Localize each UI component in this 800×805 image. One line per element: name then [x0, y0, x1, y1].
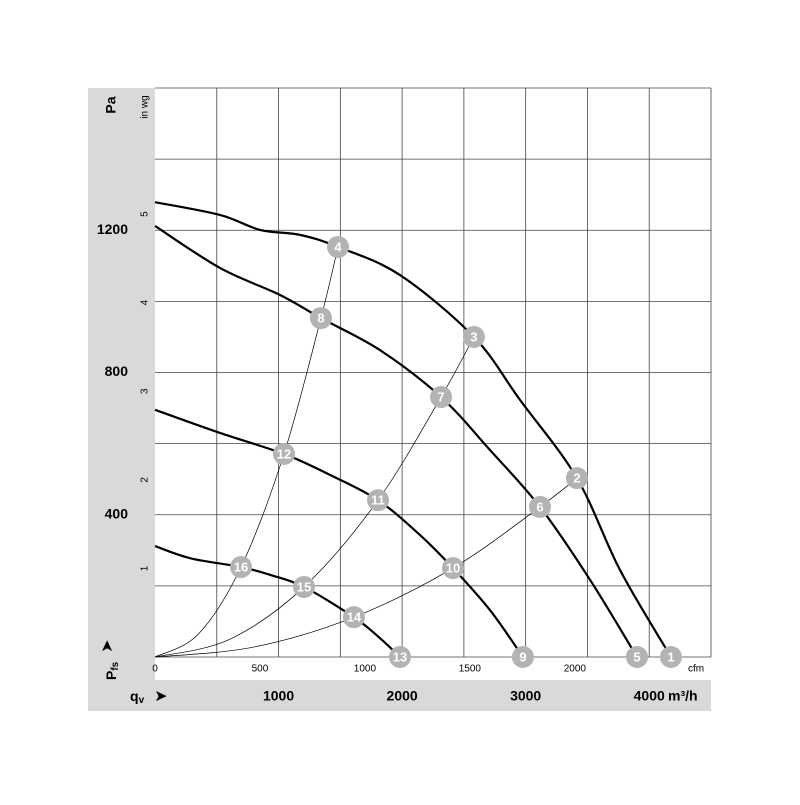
x2-unit: cfm [688, 664, 704, 675]
curve [154, 545, 401, 658]
operating-point [326, 235, 349, 258]
operating-point [272, 442, 295, 465]
point-label: 12 [277, 446, 291, 461]
y2-tick-label: 2 [140, 477, 151, 483]
y2-tick-label: 5 [140, 211, 151, 217]
y2-tick-label: 1 [140, 565, 151, 571]
x-symbol: qv [130, 688, 145, 706]
point-label: 7 [437, 389, 444, 404]
x-tick-label: 4000 [634, 688, 665, 704]
point-label: 14 [347, 610, 362, 625]
operating-point [565, 467, 588, 490]
point-label: 3 [470, 329, 477, 344]
x2-tick-label: 1000 [354, 664, 377, 675]
operating-point [293, 575, 316, 598]
operating-point [659, 646, 682, 668]
y2-tick-label: 3 [140, 388, 151, 394]
operating-point [229, 556, 252, 579]
point-label: 11 [371, 493, 385, 508]
x-tick-label: 1000 [263, 688, 294, 704]
x2-tick-label: 0 [152, 664, 158, 675]
curve [154, 201, 672, 658]
y-unit: Pa [103, 96, 119, 113]
point-label: 6 [536, 499, 543, 514]
x2-tick-label: 500 [252, 664, 269, 675]
x-tick-label: 2000 [387, 688, 418, 704]
y2-unit: in wg [140, 95, 151, 118]
y-tick-label: 800 [105, 363, 129, 379]
operating-point [625, 646, 648, 668]
y-arrow: ➤ [99, 640, 115, 652]
operating-point [442, 557, 465, 580]
point-label: 16 [234, 559, 248, 574]
point-label: 15 [297, 579, 311, 594]
x-unit: m³/h [668, 688, 698, 704]
y-symbol-main: P [103, 671, 119, 680]
x-symbol-sub: v [139, 695, 145, 706]
x2-tick-label: 1500 [459, 664, 482, 675]
operating-point [389, 646, 412, 668]
point-label: 8 [317, 311, 324, 326]
point-label: 13 [393, 649, 407, 664]
bottom-band [88, 680, 711, 711]
operating-point [309, 307, 332, 330]
y-symbol: Pfs [103, 661, 121, 680]
y-symbol-sub: fs [110, 661, 121, 670]
operating-point [430, 386, 453, 409]
x2-tick-label: 2000 [564, 664, 587, 675]
x-arrow: ➤ [155, 688, 167, 704]
left-band [88, 88, 155, 711]
y-tick-label: 400 [105, 505, 129, 521]
point-label: 2 [573, 471, 580, 486]
x-tick-label: 3000 [510, 688, 541, 704]
x-symbol-main: q [130, 688, 139, 704]
operating-point [342, 606, 365, 629]
operating-point [367, 489, 390, 512]
point-label: 5 [633, 649, 640, 664]
operating-point [462, 325, 485, 348]
point-label: 9 [519, 649, 526, 664]
operating-point [511, 646, 534, 668]
point-label: 4 [334, 239, 342, 254]
curve [154, 225, 638, 658]
y-tick-label: 1200 [97, 221, 128, 237]
y2-tick-label: 4 [140, 299, 151, 305]
point-label: 1 [667, 649, 674, 664]
operating-point [528, 495, 551, 518]
point-label: 10 [446, 561, 460, 576]
